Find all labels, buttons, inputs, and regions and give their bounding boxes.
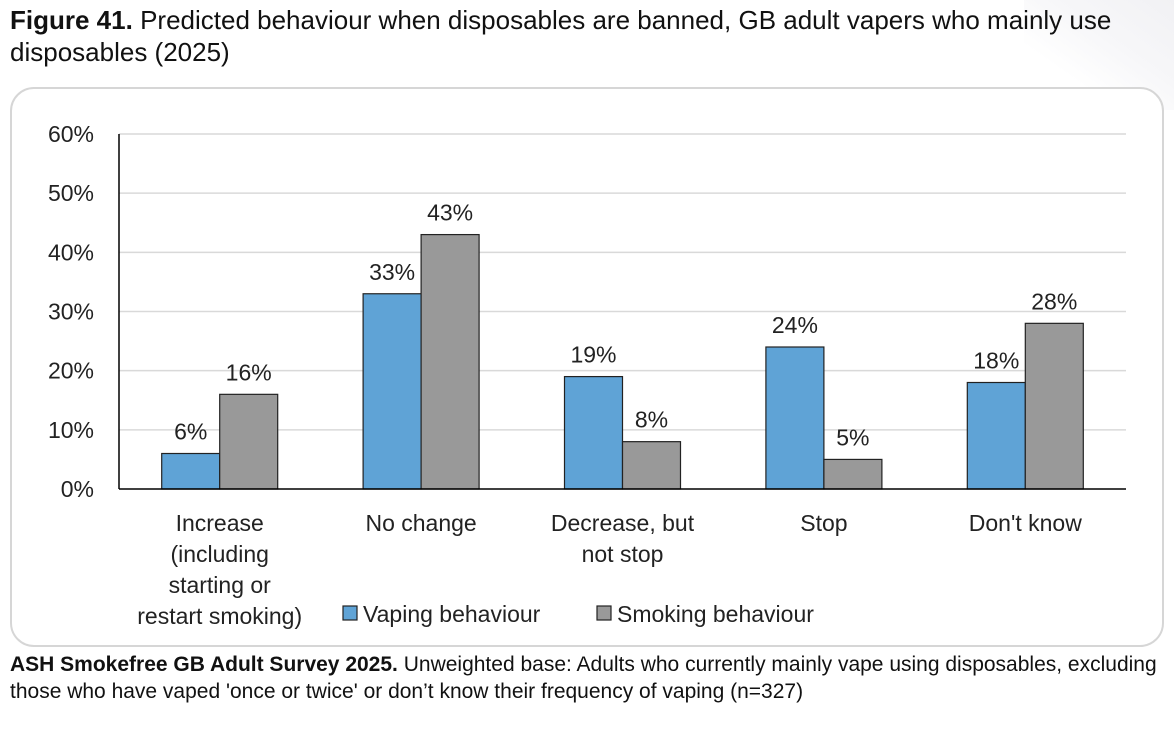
x-tick-label: not stop xyxy=(582,541,664,567)
bar-chart: 0% 10% 20% 30% 40% 50% 60% 6% 33% 19% 24% 18% 16% 43%… xyxy=(48,121,1126,629)
legend-label: Vaping behaviour xyxy=(363,601,541,627)
x-tick-label: Increase xyxy=(176,510,264,536)
data-label: 33% xyxy=(369,259,415,285)
x-tick-label: Decrease, but xyxy=(551,510,695,536)
y-tick-label: 10% xyxy=(48,417,94,443)
bar-smoking xyxy=(420,233,480,490)
bar-vaping xyxy=(161,452,221,490)
data-label: 5% xyxy=(836,424,869,450)
bar-smoking xyxy=(1024,322,1084,490)
bar-smoking xyxy=(219,393,279,490)
x-tick-label: (including xyxy=(170,541,268,567)
y-tick-label: 50% xyxy=(48,180,94,206)
x-tick-label: starting or xyxy=(169,572,272,598)
legend-label: Smoking behaviour xyxy=(617,601,814,627)
y-tick-label: 20% xyxy=(48,358,94,384)
x-tick-label: No change xyxy=(365,510,476,536)
data-label: 43% xyxy=(427,200,473,226)
data-label: 19% xyxy=(570,342,616,368)
y-tick-label: 40% xyxy=(48,239,94,265)
data-label: 24% xyxy=(772,312,818,338)
data-label: 8% xyxy=(635,407,668,433)
bar-vaping xyxy=(765,346,825,490)
figure-title-text: Predicted behaviour when disposables are… xyxy=(10,5,1112,67)
figure-label: Figure 41. xyxy=(10,5,133,35)
legend-swatch-vaping xyxy=(342,605,358,621)
y-tick-label: 30% xyxy=(48,299,94,325)
data-label: 28% xyxy=(1031,288,1077,314)
bar-smoking xyxy=(621,441,682,490)
legend-swatch-smoking xyxy=(596,605,612,621)
source-label: ASH Smokefree GB Adult Survey 2025. xyxy=(10,653,398,676)
x-tick-label: Stop xyxy=(800,510,847,536)
data-label: 16% xyxy=(226,359,272,385)
y-tick-label: 0% xyxy=(61,476,94,502)
bar-vaping xyxy=(966,381,1026,490)
bar-vaping xyxy=(563,375,624,490)
source-text: Unweighted base: Adults who currently ma… xyxy=(10,653,1157,703)
chart-frame xyxy=(10,87,1164,647)
source-note: ASH Smokefree GB Adult Survey 2025. Unwe… xyxy=(10,651,1160,705)
data-label: 6% xyxy=(174,419,207,445)
data-label: 18% xyxy=(973,348,1019,374)
bar-vaping xyxy=(362,293,422,490)
y-tick-label: 60% xyxy=(48,121,94,147)
figure-title: Figure 41. Predicted behaviour when disp… xyxy=(10,4,1140,68)
x-tick-label: Don't know xyxy=(969,510,1082,536)
bar-smoking xyxy=(823,458,883,490)
x-tick-label: restart smoking) xyxy=(137,603,302,629)
